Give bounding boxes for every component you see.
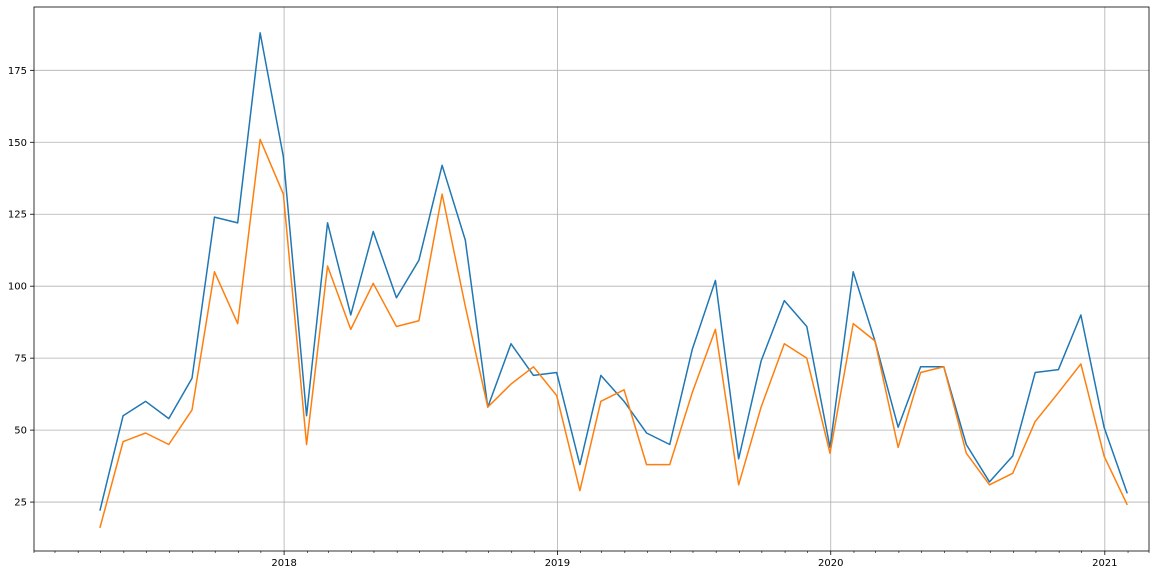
series-line-1 [99,32,1128,511]
y-tick-label: 25 [14,498,27,509]
x-tick-label: 2021 [1092,558,1117,569]
y-tick-label: 100 [8,282,27,293]
x-tick-label: 2018 [271,558,296,569]
x-tick-label: 2020 [818,558,843,569]
y-tick-label: 50 [14,426,27,437]
series-line-2 [99,138,1128,529]
axes [30,6,1150,555]
series-layer [99,32,1128,529]
y-tick-label: 125 [8,210,27,221]
y-tick-label: 75 [14,354,27,365]
y-tick-label: 150 [8,138,27,149]
tick-labels: 25 50 75 100 125 150 175 2018 2019 2020 2021 [8,66,1118,569]
grid-lines [34,7,1149,551]
y-tick-label: 175 [8,66,27,77]
x-tick-label: 2019 [545,558,570,569]
plot-frame [33,6,1150,552]
